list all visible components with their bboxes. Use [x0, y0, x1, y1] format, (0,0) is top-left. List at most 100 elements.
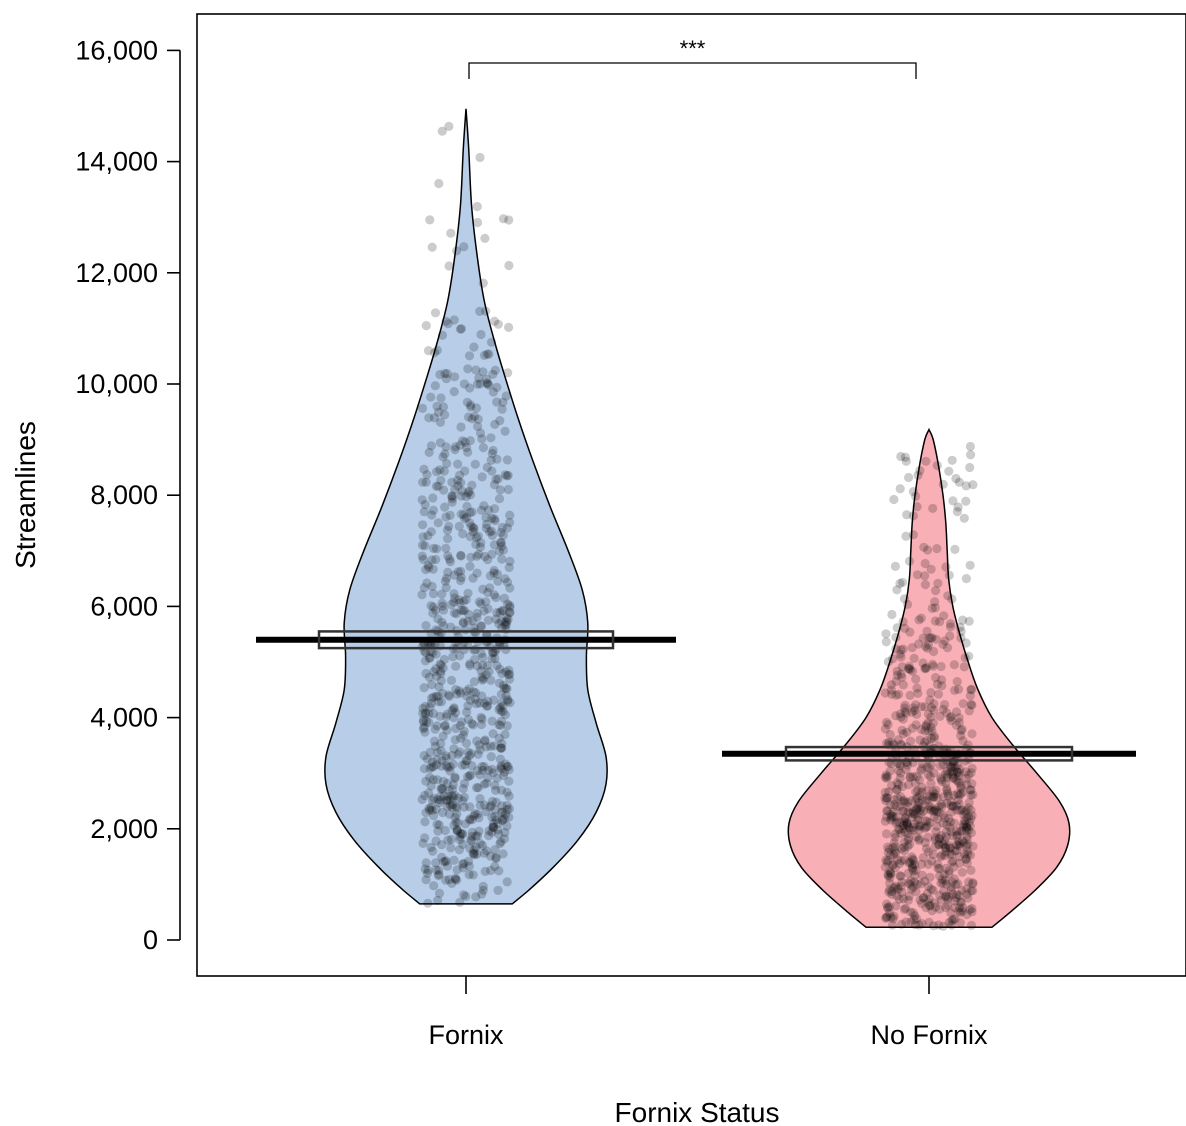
data-point	[891, 802, 901, 812]
data-point	[956, 897, 967, 908]
data-point	[495, 485, 505, 495]
data-point	[938, 840, 948, 850]
data-point	[910, 920, 920, 930]
data-point	[418, 520, 428, 530]
data-point	[886, 680, 897, 690]
data-point	[490, 653, 500, 664]
data-point	[433, 407, 444, 417]
data-point	[907, 812, 918, 822]
data-point	[880, 862, 890, 872]
data-point	[934, 871, 945, 881]
data-point	[497, 815, 507, 825]
data-point	[458, 730, 468, 740]
data-point	[438, 452, 448, 462]
data-point	[880, 816, 890, 826]
data-point	[914, 615, 924, 625]
data-point	[911, 914, 922, 924]
data-point	[456, 572, 466, 583]
data-point	[908, 772, 918, 782]
data-point	[491, 592, 501, 603]
data-point	[951, 840, 962, 850]
data-point	[496, 537, 506, 548]
data-point	[498, 606, 508, 616]
data-point	[902, 760, 913, 770]
data-point	[928, 885, 938, 896]
data-point	[942, 766, 952, 777]
data-point	[962, 846, 973, 856]
data-point	[936, 895, 946, 905]
data-point	[967, 779, 977, 789]
data-point	[425, 747, 435, 758]
data-point	[958, 699, 968, 709]
data-point	[892, 785, 902, 795]
data-point	[459, 858, 469, 869]
data-point	[913, 470, 923, 480]
data-point	[947, 849, 957, 859]
data-point	[908, 807, 919, 817]
data-point	[417, 495, 427, 505]
data-point	[968, 879, 978, 889]
data-point	[916, 879, 926, 889]
data-point	[458, 784, 468, 794]
data-point	[464, 486, 474, 496]
data-point	[955, 839, 965, 849]
data-point	[489, 741, 499, 751]
data-point	[490, 805, 500, 815]
data-point	[945, 843, 955, 853]
data-point	[505, 510, 515, 520]
data-point	[419, 751, 429, 761]
data-point	[941, 891, 952, 901]
data-point	[431, 865, 441, 875]
data-point	[477, 672, 487, 682]
data-point	[881, 829, 892, 839]
data-point	[441, 753, 451, 763]
data-point	[460, 760, 470, 770]
data-point	[896, 828, 906, 839]
data-point	[926, 722, 936, 733]
data-point	[456, 509, 466, 519]
data-point	[439, 654, 449, 665]
data-point	[898, 644, 908, 654]
data-point	[962, 823, 972, 833]
data-point	[912, 502, 922, 512]
data-point	[890, 799, 900, 810]
data-point	[476, 666, 486, 676]
data-point	[898, 824, 908, 834]
data-point	[482, 701, 492, 711]
data-point	[966, 805, 976, 815]
data-point	[935, 904, 945, 914]
data-point	[897, 725, 907, 735]
data-point	[897, 843, 907, 854]
data-point	[456, 605, 466, 615]
data-point	[957, 826, 967, 836]
data-point	[451, 817, 461, 827]
data-point	[468, 848, 478, 858]
data-point	[953, 776, 963, 786]
data-point	[905, 857, 915, 867]
data-point	[430, 724, 440, 734]
data-point	[921, 844, 932, 854]
data-point	[912, 793, 922, 803]
data-point	[962, 834, 972, 844]
data-point	[910, 860, 920, 870]
data-point	[944, 892, 954, 902]
data-point	[447, 791, 457, 801]
data-point	[440, 857, 450, 867]
data-point	[474, 813, 484, 823]
data-point	[962, 858, 972, 868]
data-point	[938, 704, 948, 715]
data-point	[436, 795, 446, 805]
data-point	[883, 847, 893, 858]
data-point	[961, 496, 971, 506]
data-point	[954, 837, 964, 847]
data-point	[956, 633, 966, 643]
data-point	[902, 818, 912, 828]
data-point	[966, 685, 976, 695]
data-point	[960, 807, 970, 817]
data-point	[433, 795, 443, 805]
data-point	[440, 721, 450, 731]
data-point	[478, 652, 488, 663]
data-point	[498, 545, 508, 555]
data-point	[494, 619, 504, 629]
data-point	[966, 768, 976, 778]
